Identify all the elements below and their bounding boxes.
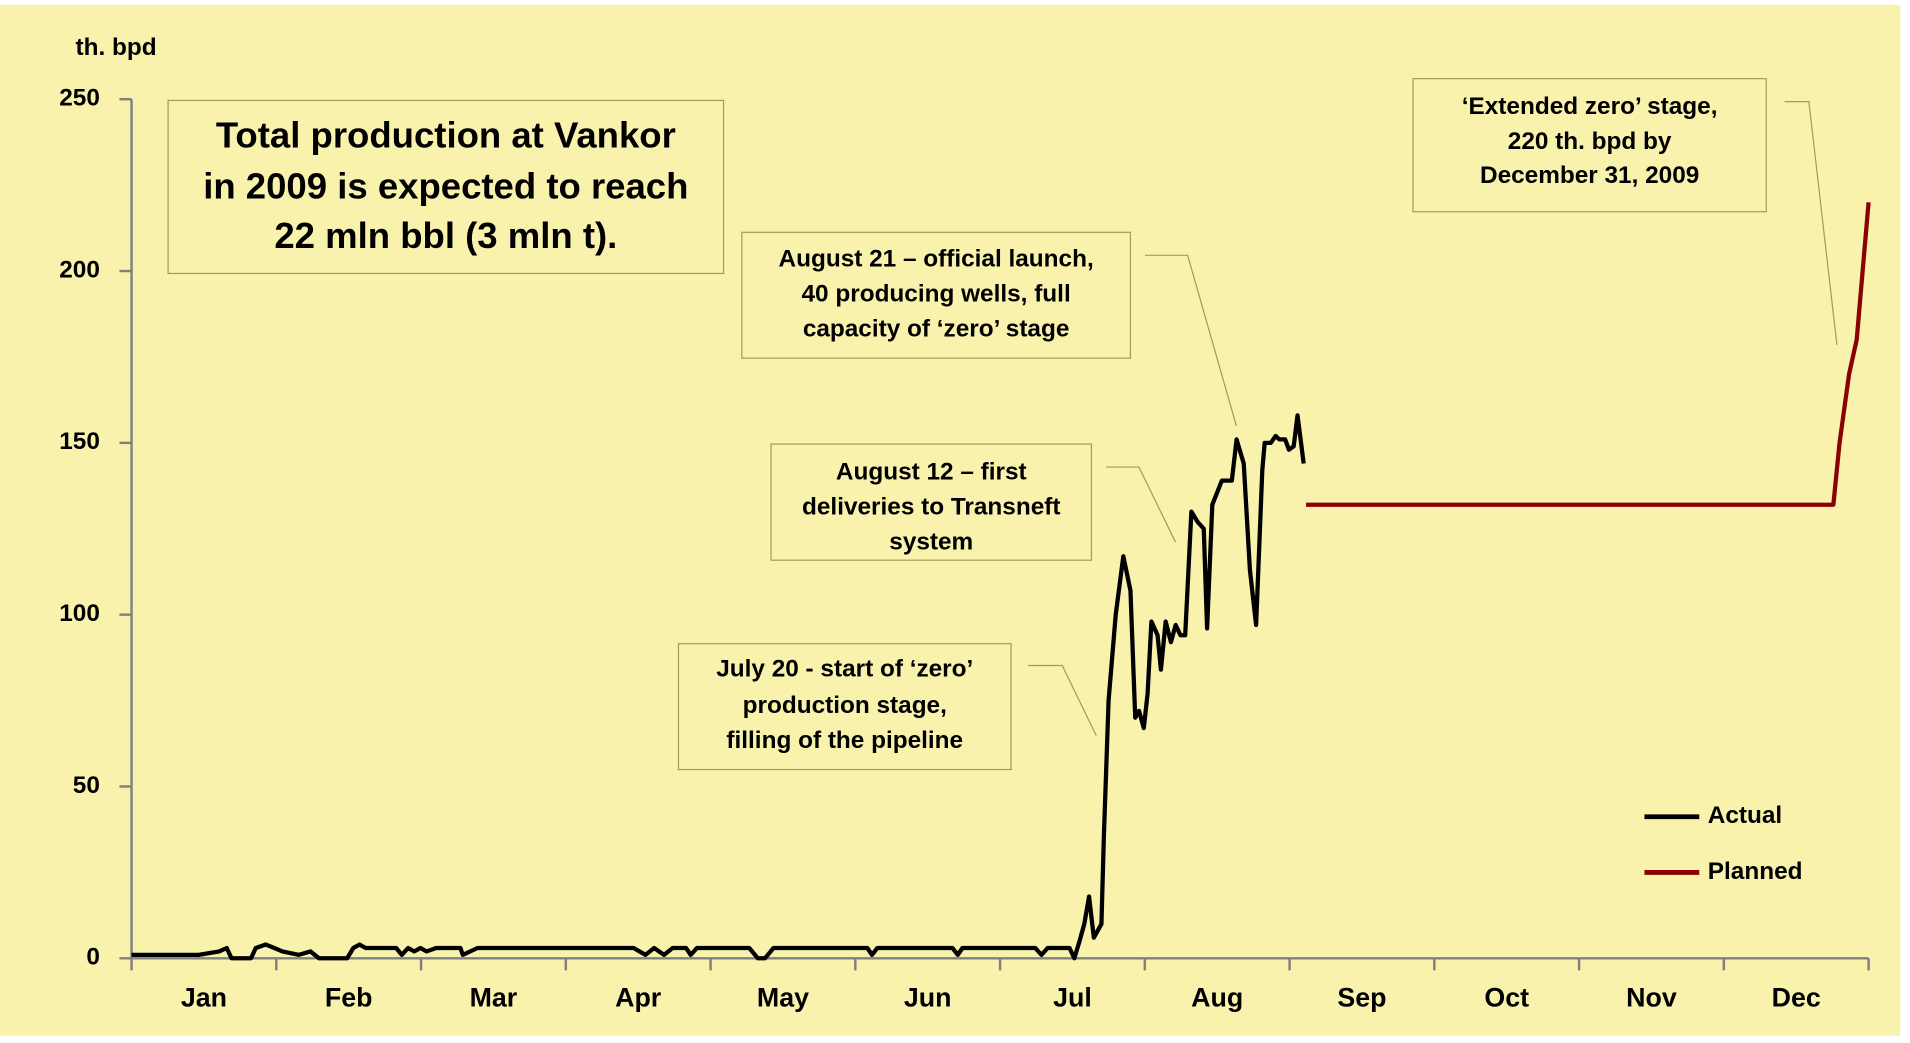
annotation-box [677,643,1012,771]
annotation-text: July 20 - start of ‘zero’ [716,656,973,683]
series-line [1306,202,1871,507]
annotation-text: Total production at Vankor [216,115,676,156]
x-tick-label: Nov [1626,983,1677,1013]
y-tick-label: 150 [59,428,100,455]
legend-label: Actual [1708,802,1782,829]
annotation-text: 40 producing wells, full [802,281,1071,308]
y-tick-label: 50 [73,772,100,799]
annotation-text: system [889,529,973,556]
x-tick-label: Jul [1053,983,1092,1013]
x-tick-label: Oct [1484,983,1529,1013]
leader-line [1784,101,1838,345]
y-tick-label: 250 [59,85,100,112]
annotation-text: 22 mln bbl (3 mln t). [274,215,617,256]
x-tick-label: Aug [1191,983,1243,1013]
annotation-text: August 21 – official launch, [779,246,1094,273]
annotation-box [741,231,1132,359]
annotation-box [167,99,725,275]
x-tick-label: Jun [904,983,952,1013]
annotation-text: in 2009 is expected to reach [203,165,688,206]
y-tick-label: 0 [86,944,100,971]
annotation-box [1412,78,1767,213]
x-tick-label: Jan [181,983,227,1013]
annotation-text: capacity of ‘zero’ stage [803,316,1070,343]
annotation-text: ‘Extended zero’ stage, [1462,93,1718,120]
annotation-text: August 12 – first [836,459,1027,486]
annotation-text: production stage, [743,692,947,719]
y-tick-label: 200 [59,256,100,283]
annotation-text: December 31, 2009 [1480,162,1699,189]
background [0,4,1901,1036]
y-tick-label: 100 [59,600,100,627]
annotation-text: filling of the pipeline [726,727,963,754]
x-tick-label: Sep [1337,983,1386,1013]
x-tick-label: Mar [470,983,518,1013]
leader-line [1106,466,1177,543]
annotation-text: 220 th. bpd by [1508,128,1672,155]
annotation-text: deliveries to Transneft [802,494,1060,521]
x-tick-label: Dec [1772,983,1821,1013]
x-tick-label: May [757,983,809,1013]
leader-line [1145,254,1237,427]
leader-line [1028,664,1097,736]
y-axis-label: th. bpd [76,34,157,61]
x-tick-label: Feb [325,983,373,1013]
annotation-box [770,443,1093,561]
legend-label: Planned [1708,858,1803,885]
series-line [131,413,1306,961]
x-tick-label: Apr [615,983,661,1013]
